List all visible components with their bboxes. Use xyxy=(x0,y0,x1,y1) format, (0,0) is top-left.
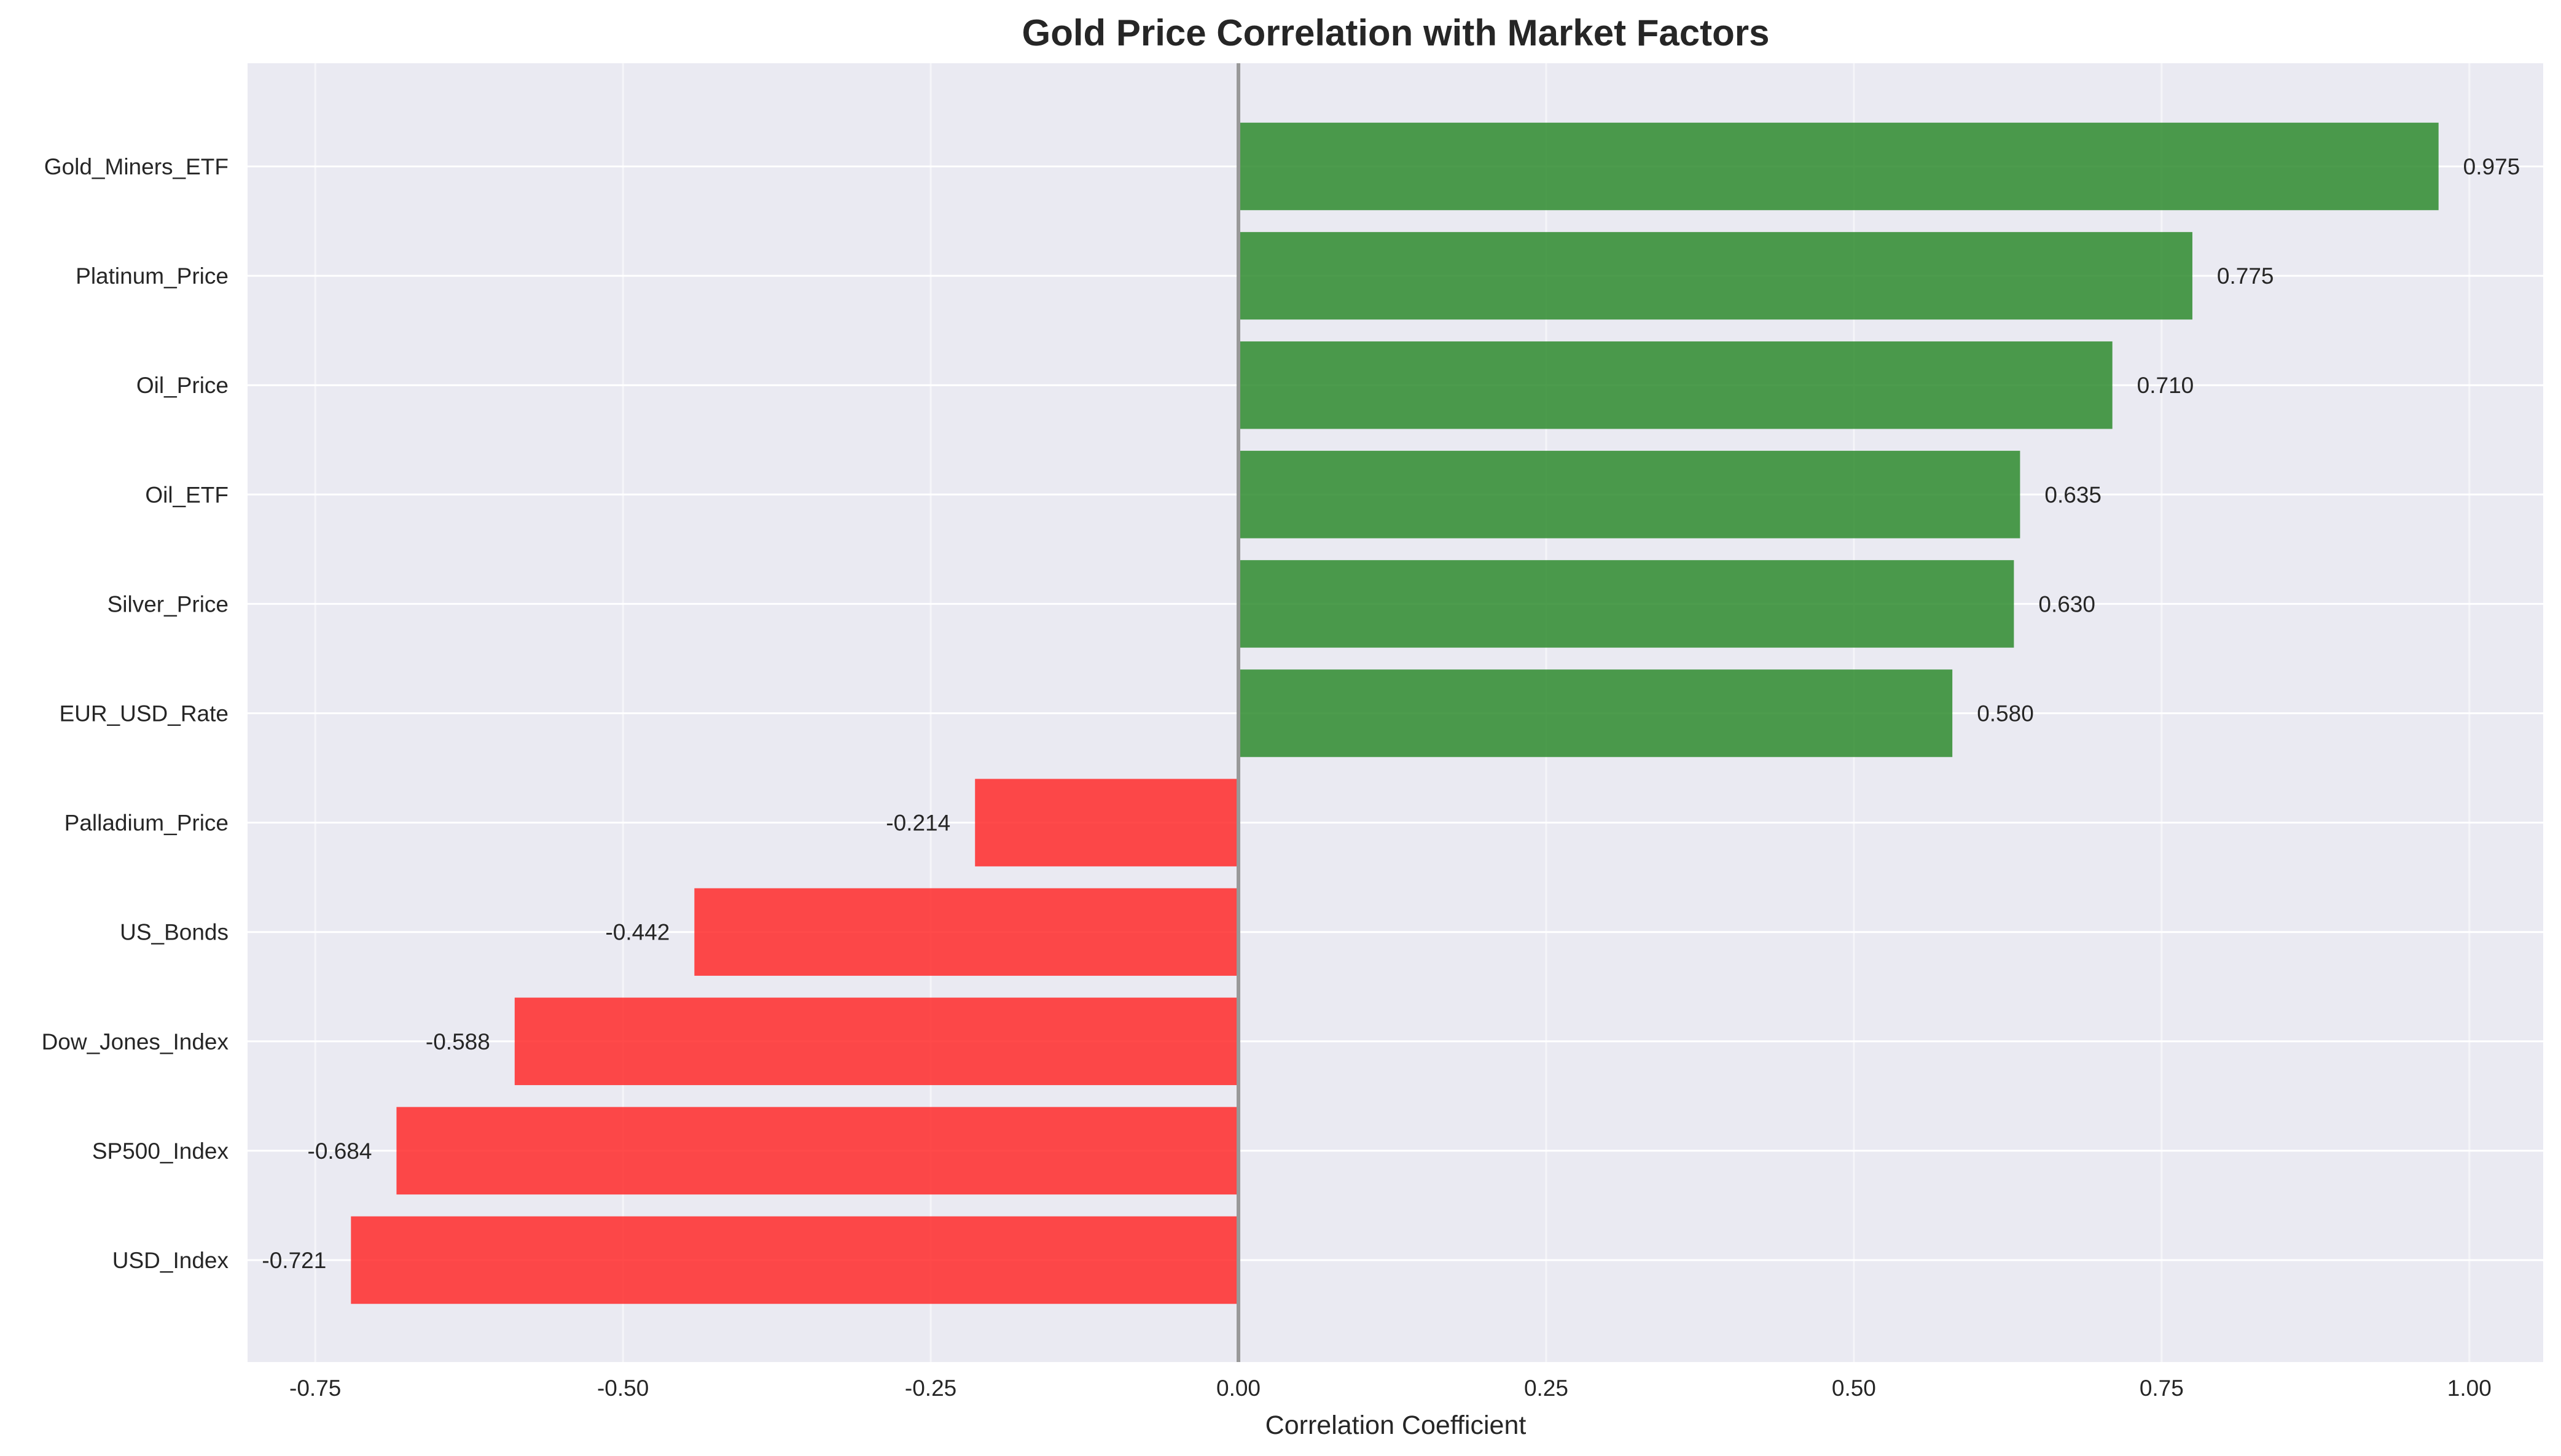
bar xyxy=(1238,232,2192,320)
bar xyxy=(975,779,1239,866)
bar xyxy=(351,1216,1239,1304)
bar-value-label: 0.630 xyxy=(2038,591,2095,617)
y-tick-label: Oil_ETF xyxy=(145,482,229,507)
y-tick-label: Palladium_Price xyxy=(65,811,229,836)
x-tick-label: -0.50 xyxy=(597,1376,649,1401)
bar xyxy=(1238,451,2020,539)
y-tick-label: US_Bonds xyxy=(120,920,229,945)
bars xyxy=(351,122,2439,1304)
bar xyxy=(1238,341,2113,429)
x-axis-tick-labels: -0.75 -0.50 -0.25 0.00 0.25 0.50 0.75 1.00 xyxy=(289,1376,2492,1401)
chart-title: Gold Price Correlation with Market Facto… xyxy=(1022,12,1770,53)
bar xyxy=(694,888,1239,976)
y-tick-label: EUR_USD_Rate xyxy=(59,701,229,726)
y-tick-label: SP500_Index xyxy=(92,1139,229,1164)
y-tick-label: Platinum_Price xyxy=(76,263,229,289)
bar xyxy=(1238,122,2439,211)
y-tick-label: Gold_Miners_ETF xyxy=(44,154,229,179)
bar-value-label: -0.684 xyxy=(308,1139,372,1164)
bar xyxy=(1238,560,2014,648)
x-tick-label: -0.75 xyxy=(289,1376,341,1401)
y-tick-label: Oil_Price xyxy=(136,373,229,398)
bar-value-label: -0.442 xyxy=(605,920,670,945)
bar xyxy=(1238,669,1953,757)
x-tick-label: 0.50 xyxy=(1832,1376,1876,1401)
bar-value-label: 0.710 xyxy=(2137,373,2194,398)
data-labels: -0.721 -0.684 -0.588 -0.442 -0.214 0.580 0.630… xyxy=(262,154,2520,1273)
x-axis-label: Correlation Coefficient xyxy=(1265,1411,1527,1440)
bar-value-label: -0.588 xyxy=(426,1029,490,1054)
bar-value-label: -0.214 xyxy=(886,811,950,836)
bar-value-label: -0.721 xyxy=(262,1248,326,1273)
bar-value-label: 0.580 xyxy=(1977,701,2034,726)
bar xyxy=(396,1107,1239,1195)
bar-value-label: 0.775 xyxy=(2217,263,2274,289)
x-tick-label: -0.25 xyxy=(905,1376,956,1401)
x-tick-label: 1.00 xyxy=(2447,1376,2492,1401)
x-tick-label: 0.75 xyxy=(2140,1376,2184,1401)
x-tick-label: 0.00 xyxy=(1216,1376,1261,1401)
bar-value-label: 0.975 xyxy=(2463,154,2520,179)
bar-value-label: 0.635 xyxy=(2044,482,2102,507)
y-tick-label: USD_Index xyxy=(112,1248,229,1273)
y-axis-tick-labels: USD_Index SP500_Index Dow_Jones_Index US_Bo… xyxy=(42,154,229,1273)
bar xyxy=(514,997,1239,1086)
y-tick-label: Silver_Price xyxy=(108,591,229,617)
y-tick-label: Dow_Jones_Index xyxy=(42,1029,229,1054)
x-tick-label: 0.25 xyxy=(1524,1376,1568,1401)
